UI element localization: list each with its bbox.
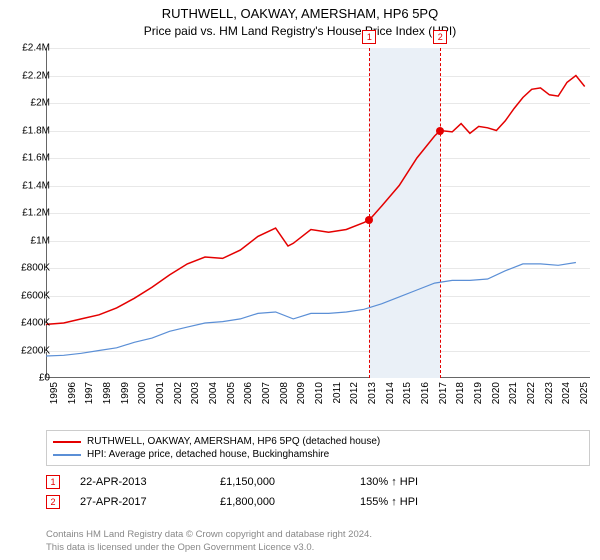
y-tick-label: £2.4M [10,43,50,54]
x-tick-label: 2010 [314,382,325,404]
x-tick-label: 2004 [208,382,219,404]
sales-date: 27-APR-2017 [80,496,200,508]
legend-label: RUTHWELL, OAKWAY, AMERSHAM, HP6 5PQ (det… [87,436,380,447]
footer-line-1: Contains HM Land Registry data © Crown c… [46,529,372,541]
sales-row: 2 27-APR-2017 £1,800,000 155% ↑ HPI [46,492,418,512]
chart-subtitle: Price paid vs. HM Land Registry's House … [0,21,600,38]
x-tick-label: 2002 [173,382,184,404]
x-tick-label: 2007 [261,382,272,404]
sales-date: 22-APR-2013 [80,476,200,488]
y-tick-label: £2.2M [10,70,50,81]
x-tick-label: 1998 [102,382,113,404]
reference-marker-box: 2 [433,30,447,44]
x-tick-label: 2014 [385,382,396,404]
y-tick-label: £400K [10,318,50,329]
sales-price: £1,800,000 [220,496,340,508]
x-tick-label: 2008 [279,382,290,404]
x-tick-label: 2013 [367,382,378,404]
x-tick-label: 2017 [438,382,449,404]
sales-marker: 2 [46,495,60,509]
x-tick-label: 2025 [579,382,590,404]
x-tick-label: 2006 [243,382,254,404]
sales-table: 1 22-APR-2013 £1,150,000 130% ↑ HPI 2 27-APR-… [46,472,418,512]
y-tick-label: £1M [10,235,50,246]
chart-area [46,48,590,378]
x-tick-label: 2020 [491,382,502,404]
line-series-svg [46,48,590,378]
legend-item: HPI: Average price, detached house, Buck… [53,448,583,461]
x-tick-label: 2000 [137,382,148,404]
x-tick-label: 2015 [402,382,413,404]
x-tick-label: 2019 [473,382,484,404]
legend-swatch [53,454,81,456]
x-tick-label: 1995 [49,382,60,404]
sales-row: 1 22-APR-2013 £1,150,000 130% ↑ HPI [46,472,418,492]
sales-hpi: 130% ↑ HPI [360,476,418,488]
y-tick-label: £1.6M [10,153,50,164]
y-tick-label: £200K [10,345,50,356]
data-point-dot [365,216,373,224]
legend-swatch [53,441,81,443]
x-tick-label: 2001 [155,382,166,404]
x-tick-label: 2005 [226,382,237,404]
y-tick-label: £1.4M [10,180,50,191]
x-tick-label: 2024 [561,382,572,404]
data-point-dot [436,127,444,135]
x-tick-label: 2016 [420,382,431,404]
x-tick-label: 2021 [508,382,519,404]
chart-title: RUTHWELL, OAKWAY, AMERSHAM, HP6 5PQ [0,0,600,21]
x-tick-label: 2003 [190,382,201,404]
x-tick-label: 1997 [84,382,95,404]
chart-container: RUTHWELL, OAKWAY, AMERSHAM, HP6 5PQ Pric… [0,0,600,560]
legend-label: HPI: Average price, detached house, Buck… [87,449,329,460]
x-tick-label: 2023 [544,382,555,404]
sales-hpi: 155% ↑ HPI [360,496,418,508]
series-ruthwell [46,76,585,325]
y-tick-label: £0 [10,373,50,384]
y-tick-label: £2M [10,98,50,109]
y-tick-label: £1.2M [10,208,50,219]
y-tick-label: £1.8M [10,125,50,136]
x-tick-label: 2009 [296,382,307,404]
y-tick-label: £800K [10,263,50,274]
x-tick-label: 1999 [120,382,131,404]
x-tick-label: 2022 [526,382,537,404]
footer-attribution: Contains HM Land Registry data © Crown c… [46,529,372,554]
reference-marker-box: 1 [362,30,376,44]
legend: RUTHWELL, OAKWAY, AMERSHAM, HP6 5PQ (det… [46,430,590,466]
x-tick-label: 1996 [67,382,78,404]
x-tick-label: 2011 [332,382,343,404]
sales-price: £1,150,000 [220,476,340,488]
x-tick-label: 2018 [455,382,466,404]
sales-marker: 1 [46,475,60,489]
legend-item: RUTHWELL, OAKWAY, AMERSHAM, HP6 5PQ (det… [53,435,583,448]
footer-line-2: This data is licensed under the Open Gov… [46,542,372,554]
series-hpi [46,263,576,357]
y-tick-label: £600K [10,290,50,301]
x-tick-label: 2012 [349,382,360,404]
